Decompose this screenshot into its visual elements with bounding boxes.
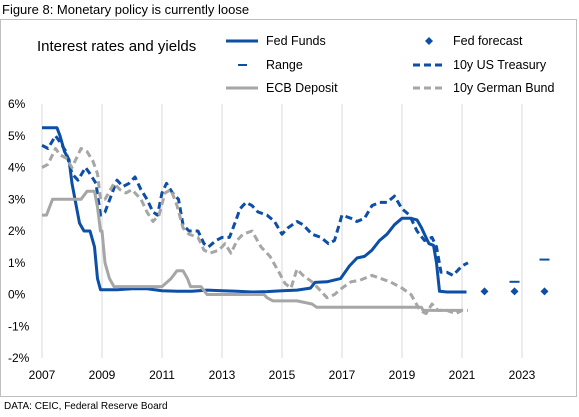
x-tick-label-2021: 2021 [449, 368, 476, 382]
legend-label-range: Range [266, 58, 303, 72]
legend-label-ecb-deposit: ECB Deposit [266, 81, 338, 95]
legend-label-10y-german-bund: 10y German Bund [453, 81, 554, 95]
chart-title: Interest rates and yields [37, 38, 196, 55]
y-tick-label-2%: 2% [8, 224, 26, 238]
legend-item-10y-us-treasury: 10y US Treasury [413, 58, 547, 72]
y-tick-label-6%: 6% [8, 97, 26, 111]
legend-label-fed-forecast: Fed forecast [453, 34, 523, 48]
forecast-point-2 [540, 287, 549, 296]
legend-label-fed-funds: Fed Funds [266, 34, 326, 48]
series-line-fed-funds [42, 126, 467, 294]
legend-item-10y-german-bund: 10y German Bund [413, 81, 554, 95]
legend-swatch-fed-forecast [425, 37, 433, 45]
gridlines [41, 104, 523, 358]
legend-item-ecb-deposit: ECB Deposit [226, 81, 338, 95]
y-tick-label-1%: 1% [8, 256, 26, 270]
legend-item-range: Range [238, 58, 303, 72]
x-tick-label-2011: 2011 [149, 368, 175, 382]
series-line-10y-us-treasury [41, 134, 469, 277]
y-tick-label-5%: 5% [8, 129, 26, 143]
plot-area [41, 126, 550, 316]
x-tick-label-2015: 2015 [269, 368, 296, 382]
forecast-point-1 [510, 287, 519, 296]
figure-title: Figure 8: Monetary policy is currently l… [2, 2, 250, 17]
legend: Fed Funds Fed forecast Range 10y US Treasur… [226, 34, 554, 95]
axis-labels: 2007 2009 2011 2013 2015 2017 2019 2021 2023 6% 5%… [8, 97, 536, 382]
x-tick-label-2013: 2013 [209, 368, 236, 382]
y-tick-label--2%: -2% [8, 351, 30, 365]
legend-item-fed-funds: Fed Funds [226, 34, 326, 48]
y-tick-label--1%: -1% [8, 319, 30, 333]
y-tick-label-4%: 4% [8, 161, 26, 175]
x-tick-label-2019: 2019 [389, 368, 416, 382]
legend-item-fed-forecast: Fed forecast [425, 34, 523, 48]
forecast-point-0 [480, 287, 489, 296]
source-note: DATA: CEIC, Federal Reserve Board [4, 401, 168, 412]
y-tick-label-0%: 0% [8, 288, 26, 302]
y-tick-label-3%: 3% [8, 192, 26, 206]
x-tick-label-2007: 2007 [29, 368, 56, 382]
series-line-ecb-deposit [42, 189, 462, 312]
x-tick-label-2017: 2017 [329, 368, 356, 382]
x-tick-label-2009: 2009 [89, 368, 116, 382]
legend-label-10y-us-treasury: 10y US Treasury [453, 58, 547, 72]
chart-frame [0, 19, 577, 397]
x-tick-label-2023: 2023 [509, 368, 536, 382]
series-line-10y-german-bund [41, 147, 468, 316]
